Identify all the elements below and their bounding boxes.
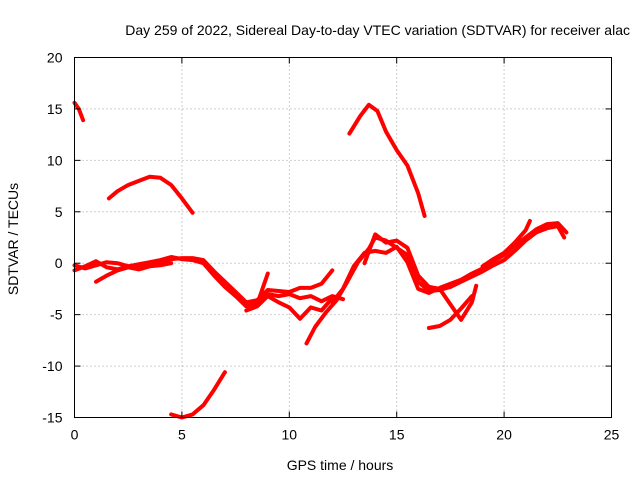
x-tick-label: 20: [496, 427, 512, 443]
y-tick-label: 20: [47, 50, 63, 66]
series-arc-8: [244, 294, 335, 321]
chart-title: Day 259 of 2022, Sidereal Day-to-day VTE…: [125, 22, 630, 38]
y-tick-label: 5: [55, 204, 63, 220]
plot-frame: [74, 57, 612, 418]
series-layer: [72, 100, 569, 420]
series-arc-3: [347, 102, 427, 218]
tick-layer: 0 5 10 15 20 25 -15 -10 -5 0 5 10 15 20: [42, 50, 619, 443]
series-arc-12: [362, 232, 479, 322]
y-tick-label: -15: [42, 410, 62, 426]
x-tick-label: 10: [282, 427, 298, 443]
series-arc-4: [169, 370, 227, 420]
y-axis-label: SDTVAR / TECUs: [5, 183, 21, 295]
series-arc-14: [480, 219, 532, 269]
y-tick-label: -10: [42, 358, 62, 374]
series-arc-2: [106, 174, 195, 215]
y-tick-label: -5: [50, 307, 63, 323]
y-tick-label: 0: [55, 255, 63, 271]
x-axis-label: GPS time / hours: [287, 457, 394, 473]
grid-layer: [74, 57, 612, 418]
series-arc-13: [426, 294, 474, 330]
series-arc-7: [94, 261, 174, 284]
series-arc-11: [330, 221, 569, 305]
series-arc-1: [72, 100, 86, 123]
x-tick-label: 15: [389, 427, 405, 443]
x-tick-label: 5: [178, 427, 186, 443]
series-arc-5: [72, 256, 335, 305]
y-tick-label: 15: [47, 101, 63, 117]
series-arc-9: [255, 271, 270, 307]
y-tick-label: 10: [47, 152, 63, 168]
x-tick-label: 25: [604, 427, 620, 443]
x-tick-label: 0: [71, 427, 79, 443]
